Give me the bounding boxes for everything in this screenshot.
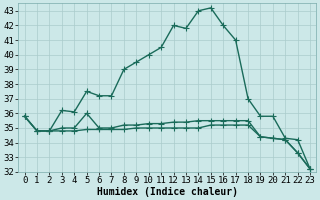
X-axis label: Humidex (Indice chaleur): Humidex (Indice chaleur) (97, 186, 238, 197)
